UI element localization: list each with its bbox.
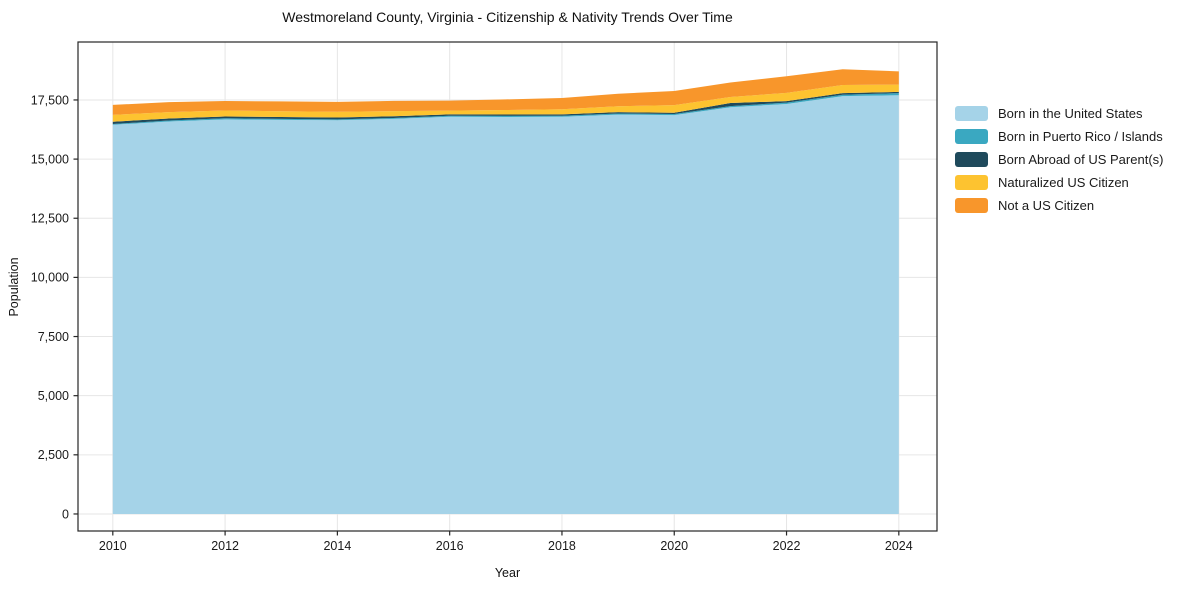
- x-tick-label: 2022: [773, 539, 801, 553]
- legend-item-naturalized: Naturalized US Citizen: [955, 175, 1163, 190]
- y-tick-label: 5,000: [38, 389, 69, 403]
- legend-swatch-naturalized: [955, 175, 988, 190]
- x-tick-label: 2014: [323, 539, 351, 553]
- legend-swatch-born-us: [955, 106, 988, 121]
- y-tick-label: 7,500: [38, 330, 69, 344]
- x-tick-label: 2020: [660, 539, 688, 553]
- plot-border: [77, 41, 938, 532]
- legend-item-not-citizen: Not a US Citizen: [955, 198, 1163, 213]
- legend-item-born-abroad: Born Abroad of US Parent(s): [955, 152, 1163, 167]
- legend-item-born-puerto-rico: Born in Puerto Rico / Islands: [955, 129, 1163, 144]
- legend-swatch-born-puerto-rico: [955, 129, 988, 144]
- y-tick-label: 2,500: [38, 448, 69, 462]
- legend-swatch-not-citizen: [955, 198, 988, 213]
- legend-item-born-us: Born in the United States: [955, 106, 1163, 121]
- axis-ticks: 2010 2012 2014 2016 2018 2020 2022 2024 0 2,500 5,…: [31, 93, 913, 553]
- legend-label: Born Abroad of US Parent(s): [998, 152, 1164, 167]
- chart-title: Westmoreland County, Virginia - Citizens…: [282, 9, 733, 25]
- y-tick-label: 17,500: [31, 93, 69, 107]
- area-born-in-the-united-states: [112, 95, 899, 514]
- y-tick-label: 0: [62, 507, 69, 521]
- y-axis-title: Population: [7, 257, 21, 317]
- x-axis-title: Year: [494, 566, 521, 580]
- x-tick-label: 2016: [436, 539, 464, 553]
- legend: Born in the United States Born in Puerto…: [955, 106, 1163, 213]
- x-tick-label: 2010: [99, 539, 127, 553]
- stacked-areas: [112, 69, 899, 514]
- y-tick-label: 10,000: [31, 271, 69, 285]
- y-tick-label: 15,000: [31, 152, 69, 166]
- x-tick-label: 2012: [211, 539, 239, 553]
- area-not-a-us-citizen: [112, 69, 899, 115]
- x-tick-label: 2018: [548, 539, 576, 553]
- x-tick-label: 2024: [885, 539, 913, 553]
- legend-label: Naturalized US Citizen: [998, 175, 1129, 190]
- area-naturalized-us-citizen: [112, 84, 899, 122]
- legend-label: Not a US Citizen: [998, 198, 1095, 213]
- legend-label: Born in Puerto Rico / Islands: [998, 129, 1163, 144]
- legend-swatch-born-abroad: [955, 152, 988, 167]
- legend-label: Born in the United States: [998, 106, 1143, 121]
- y-tick-label: 12,500: [31, 212, 69, 226]
